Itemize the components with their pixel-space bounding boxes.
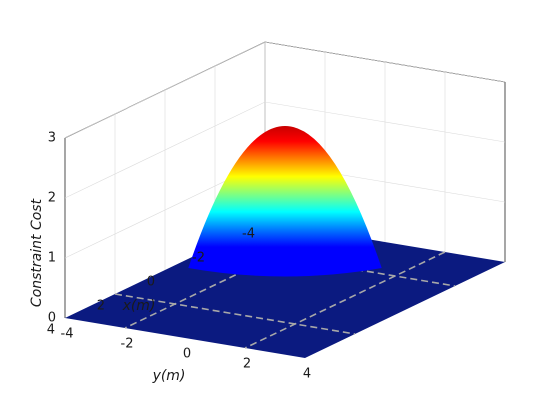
y-tick-label: -2 [121,337,134,352]
x-tick-label: -4 [242,227,255,242]
z-tick-label: 1 [48,251,56,266]
z-tick-label: 3 [48,131,56,146]
x-tick-label: 2 [97,299,105,314]
dashed-line [244,251,446,349]
x-axis-label: x(m) [122,298,156,314]
floor-plane [65,222,505,358]
paraboloid-surface [188,126,382,277]
y-tick-label: 4 [303,367,311,382]
z-tick-label: 2 [48,191,56,206]
floor-patch [65,222,505,358]
y-tick-label: 2 [243,357,251,372]
tick-labels: 0 1 2 3 -4 -2 0 2 4 -4 -2 0 2 4 [47,131,311,382]
y-axis-label: y(m) [152,368,186,384]
y-tick-label: 0 [183,347,191,362]
y-tick-label: -4 [61,327,74,342]
z-axis-label: Constraint Cost [29,198,45,307]
x-tick-label: 0 [147,275,155,290]
surface-mesh [188,126,382,277]
x-tick-label: -2 [192,251,205,266]
dashed-line [114,293,356,335]
x-tick-label: 4 [47,323,55,338]
z-tick-label: 0 [48,311,56,326]
